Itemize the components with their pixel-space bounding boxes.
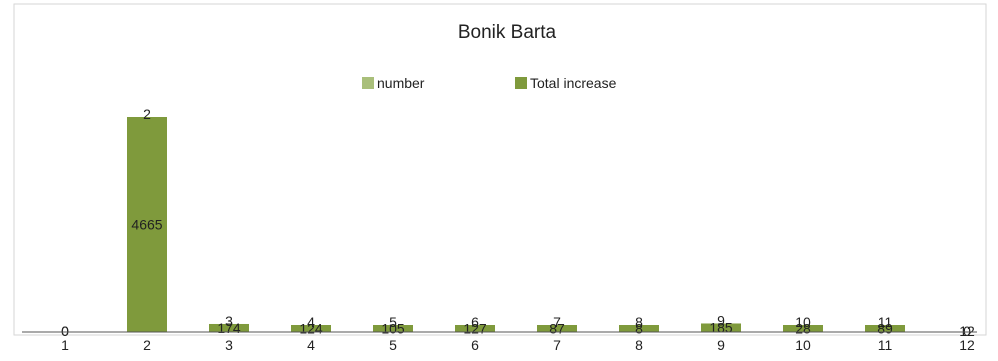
legend-swatch-0 [362,77,374,89]
data-label-total-6: 127 [463,321,487,337]
data-label-number-1: 0 [61,323,69,339]
plot-border [13,3,987,336]
bar-total-increase-9 [701,323,741,332]
data-label-total-5: 105 [381,321,405,337]
x-tick-label-6: 6 [471,337,479,353]
data-label-total-12: 0 [963,323,971,339]
x-tick-label-8: 8 [635,337,643,353]
data-label-number-10: 10 [795,314,811,330]
chart-title: Bonik Barta [458,22,557,43]
bar-total-increase-11 [865,325,905,332]
x-tick-label-4: 4 [307,337,315,353]
data-label-number-3: 3 [225,313,233,329]
data-label-total-11: 89 [877,321,893,337]
x-tick-label-11: 11 [878,337,893,353]
data-label-number-9: 9 [717,312,725,328]
data-label-number-4: 4 [307,314,315,330]
x-axis-ticks: 1 2 3 4 5 6 7 8 9 10 11 12 [61,337,975,353]
bars [127,117,905,332]
data-label-number-11: 11 [878,314,893,330]
bar-total-increase-10 [783,325,823,332]
legend-swatch-1 [515,77,527,89]
legend-label-1: Total increase [530,75,617,91]
data-label-total-2: 4665 [131,217,162,233]
data-label-number-6: 6 [471,314,479,330]
x-tick-label-12: 12 [959,337,975,353]
bar-total-increase-2 [127,117,167,332]
bar-total-increase-8 [619,325,659,332]
data-label-total-1: 0 [61,323,69,339]
data-label-number-5: 5 [389,314,397,330]
x-tick-label-5: 5 [389,337,397,353]
data-label-number-8: 8 [635,314,643,330]
bar-total-increase-3 [209,323,249,332]
data-label-number-12: 12 [959,323,975,339]
data-label-total-3: 174 [217,320,241,336]
bar-total-increase-6 [455,325,495,332]
data-label-total-9: 185 [709,320,733,336]
legend: number Total increase [362,75,617,91]
x-tick-label-2: 2 [143,337,151,353]
bar-total-increase-5 [373,325,413,332]
data-label-total-7: 87 [549,321,565,337]
x-tick-label-10: 10 [795,337,811,353]
data-label-number-2: 2 [143,106,151,122]
bar-total-increase-7 [537,325,577,332]
legend-label-0: number [377,75,425,91]
x-tick-label-1: 1 [61,337,69,353]
data-label-number-7: 7 [553,314,561,330]
data-label-total-10: 28 [795,321,811,337]
bar-total-increase-4 [291,325,331,332]
x-tick-label-3: 3 [225,337,233,353]
data-label-total-8: 8 [635,321,643,337]
data-label-total-4: 124 [299,321,323,337]
x-tick-label-9: 9 [717,337,725,353]
x-tick-label-7: 7 [553,337,561,353]
